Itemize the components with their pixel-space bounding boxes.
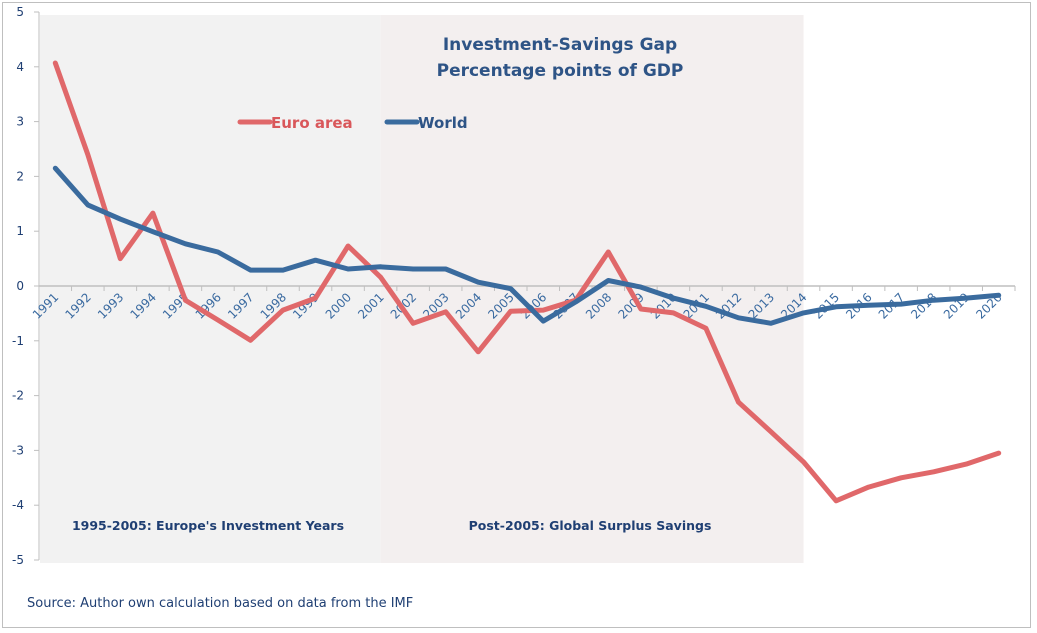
- chart-subtitle: Percentage points of GDP: [437, 61, 684, 81]
- y-tick-label: 4: [16, 60, 24, 74]
- legend-label-world: World: [418, 114, 468, 132]
- annotation-investment-years: 1995-2005: Europe's Investment Years: [72, 518, 344, 533]
- legend-label-euro-area: Euro area: [271, 114, 353, 132]
- y-tick-label: -5: [12, 553, 24, 567]
- series-line-world: [52, 165, 1002, 326]
- chart-title: Investment-Savings Gap: [443, 35, 677, 55]
- y-tick-label: -1: [12, 334, 24, 348]
- y-tick-label: 0: [16, 279, 24, 293]
- legend: Euro area World: [237, 114, 468, 132]
- series-lines: [52, 60, 1002, 504]
- y-tick-label: 5: [16, 5, 24, 19]
- shaded-regions: [40, 15, 804, 563]
- series-line-euro-area: [52, 60, 1002, 504]
- y-tick-label: 3: [16, 115, 24, 129]
- y-tick-label: 1: [16, 224, 24, 238]
- source-note: Source: Author own calculation based on …: [27, 596, 413, 611]
- y-tick-label: -2: [12, 389, 24, 403]
- shaded-region-0: [40, 15, 381, 563]
- y-axis-ticks: 5 4 3 2 1 0 -1 -2 -3 -4 -5: [12, 5, 39, 567]
- x-tick-label: 2018: [908, 290, 939, 321]
- y-tick-label: 2: [16, 169, 24, 183]
- x-tick-label: 2019: [941, 290, 972, 321]
- y-tick-label: -3: [12, 443, 24, 457]
- y-tick-label: -4: [12, 498, 24, 512]
- annotation-surplus-savings: Post-2005: Global Surplus Savings: [469, 518, 712, 533]
